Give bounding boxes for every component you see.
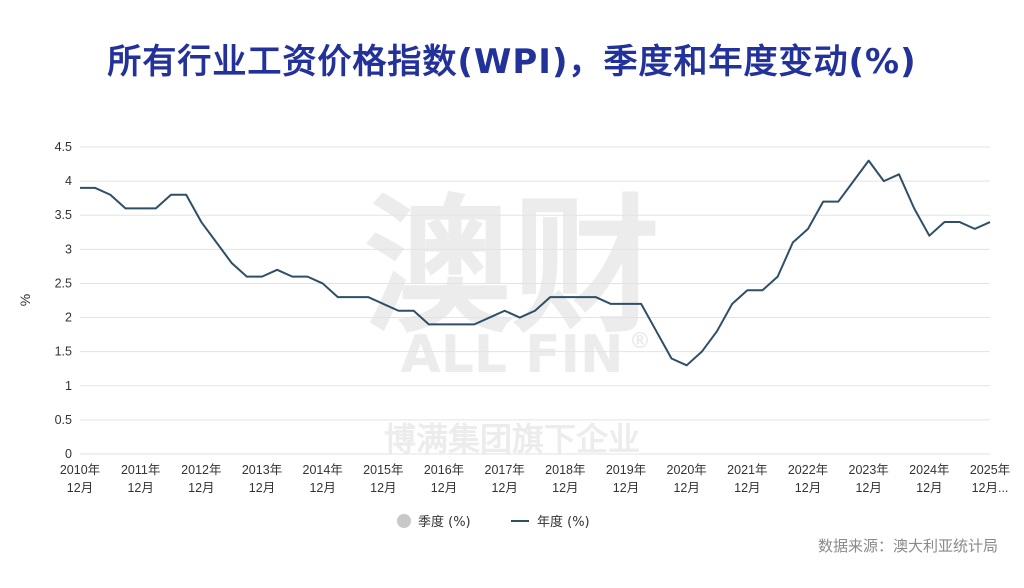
y-axis-ticks: 0 0.5 1 1.5 2 2.5 3 3.5 4 4.5 [55,140,72,461]
x-tick-label-year: 2010年 [60,463,100,477]
grid-lines [80,146,990,455]
x-tick-label-month: 12月 [916,481,942,495]
x-tick-label-year: 2015年 [363,463,403,477]
x-tick-label-month: 12月 [431,481,457,495]
legend-quarterly-label[interactable]: 季度 (%) [418,514,471,530]
y-tick-label: 4.5 [55,140,72,154]
x-tick-label-year: 2025年 [970,463,1010,477]
x-tick-label-year: 2016年 [424,463,464,477]
x-tick-label-month: 12月 [613,481,639,495]
watermark-main: 澳财 [364,181,660,353]
y-tick-label: 4 [65,174,72,188]
legend: 季度 (%) 年度 (%) [397,514,590,530]
legend-annual-label[interactable]: 年度 (%) [537,514,590,530]
x-tick-label-month: 12月 [309,481,335,495]
x-tick-label-month: 12月 [188,481,214,495]
x-tick-label-year: 2014年 [303,463,343,477]
x-tick-label-year: 2020年 [667,463,707,477]
x-tick-label-year: 2017年 [485,463,525,477]
chart-title: 所有行业工资价格指数(WPI)，季度和年度变动(%) [107,42,917,82]
x-tick-label-year: 2022年 [788,463,828,477]
x-tick-label-month: 12月 [855,481,881,495]
y-tick-label: 1 [65,379,72,393]
watermark-sub: 博满集团旗下企业 [384,420,640,458]
y-tick-label: 2 [65,311,72,325]
x-tick-label-year: 2021年 [727,463,767,477]
watermark-registered: ® [629,329,651,354]
x-tick-label-month: 12月... [972,481,1009,495]
watermark: 澳财 ALL FIN ® 博满集团旗下企业 [364,181,660,458]
y-tick-label: 1.5 [55,345,72,359]
x-tick-label-month: 12月 [795,481,821,495]
x-tick-label-month: 12月 [673,481,699,495]
annual-series-line [80,159,991,367]
y-tick-label: 0 [65,447,72,461]
x-tick-label-month: 12月 [249,481,275,495]
y-tick-label: 3.5 [55,208,72,222]
x-tick-label-month: 12月 [127,481,153,495]
x-axis-ticks: 2010年 12月 2011年 12月 2012年 12月 2013年 12月 2014年 12月… [60,463,1010,495]
legend-quarterly-marker[interactable] [397,514,411,528]
x-tick-label-month: 12月 [67,481,93,495]
x-tick-label-month: 12月 [491,481,517,495]
y-axis-title: % [17,294,33,306]
y-tick-label: 3 [65,242,72,256]
x-tick-label-year: 2023年 [849,463,889,477]
y-tick-label: 2.5 [55,276,72,290]
x-tick-label-year: 2024年 [909,463,949,477]
x-tick-label-year: 2013年 [242,463,282,477]
data-source: 数据来源：澳大利亚统计局 [817,537,998,555]
watermark-brand: ALL FIN [400,325,623,385]
x-tick-label-year: 2018年 [545,463,585,477]
x-tick-label-year: 2019年 [606,463,646,477]
y-tick-label: 0.5 [55,413,72,427]
x-tick-label-month: 12月 [370,481,396,495]
x-tick-label-month: 12月 [734,481,760,495]
x-tick-label-year: 2011年 [121,463,160,477]
x-tick-label-month: 12月 [552,481,578,495]
x-tick-label-year: 2012年 [181,463,221,477]
